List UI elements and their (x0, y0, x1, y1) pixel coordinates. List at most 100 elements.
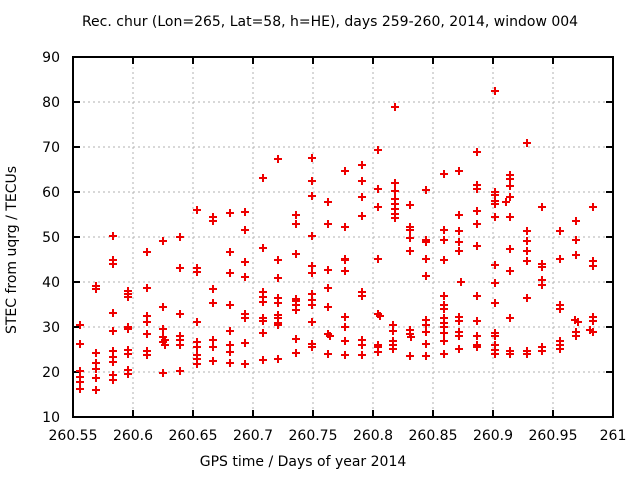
data-point (391, 179, 399, 187)
data-point (506, 193, 514, 201)
data-point (374, 146, 382, 154)
data-point (455, 211, 463, 219)
data-point (358, 177, 366, 185)
data-point (538, 203, 546, 211)
data-point (455, 345, 463, 353)
x-tick-label: 260.95 (529, 428, 578, 444)
data-point (308, 262, 316, 270)
data-point (209, 357, 217, 365)
data-point (324, 198, 332, 206)
data-point (473, 148, 481, 156)
x-tick-label: 260.8 (353, 428, 393, 444)
data-point (440, 170, 448, 178)
data-point (308, 154, 316, 162)
data-point (124, 325, 132, 333)
data-point (341, 351, 349, 359)
data-point (209, 299, 217, 307)
data-point (143, 284, 151, 292)
data-point (193, 360, 201, 368)
data-point (324, 350, 332, 358)
data-point (259, 329, 267, 337)
data-point (308, 318, 316, 326)
data-point (440, 350, 448, 358)
data-point (259, 244, 267, 252)
data-point (76, 378, 84, 386)
data-point (324, 284, 332, 292)
data-point (391, 214, 399, 222)
data-point (274, 274, 282, 282)
data-point (406, 201, 414, 209)
data-point (241, 208, 249, 216)
data-point (523, 247, 531, 255)
data-point (491, 200, 499, 208)
data-point (292, 220, 300, 228)
data-point (259, 298, 267, 306)
y-tick-label: 60 (42, 185, 60, 201)
y-tick-label: 80 (42, 95, 60, 111)
data-point (209, 217, 217, 225)
data-point (538, 347, 546, 355)
data-point (589, 328, 597, 336)
data-point (92, 285, 100, 293)
data-point (308, 301, 316, 309)
data-point (292, 306, 300, 314)
data-point (556, 305, 564, 313)
data-point (341, 223, 349, 231)
data-point (440, 256, 448, 264)
data-point (556, 345, 564, 353)
data-point (389, 327, 397, 335)
data-point (143, 248, 151, 256)
data-point (422, 321, 430, 329)
data-point (193, 343, 201, 351)
data-point (422, 238, 430, 246)
data-point (358, 212, 366, 220)
data-point (374, 255, 382, 263)
data-point (226, 301, 234, 309)
x-tick-label: 261 (600, 428, 627, 444)
x-tick-label: 260.6 (113, 428, 153, 444)
data-point (523, 257, 531, 265)
data-point (572, 217, 580, 225)
data-point (143, 330, 151, 338)
data-point (274, 256, 282, 264)
data-point (455, 247, 463, 255)
data-point (440, 292, 448, 300)
data-point (292, 335, 300, 343)
data-point (241, 314, 249, 322)
data-point (358, 292, 366, 300)
data-point (308, 343, 316, 351)
data-point (491, 299, 499, 307)
data-point (473, 207, 481, 215)
data-point (159, 303, 167, 311)
y-tick-label: 10 (42, 410, 60, 426)
y-tick-label: 30 (42, 320, 60, 336)
data-point (589, 317, 597, 325)
data-point (407, 333, 415, 341)
data-point (572, 251, 580, 259)
data-point (193, 318, 201, 326)
data-point (176, 233, 184, 241)
data-point (341, 256, 349, 264)
data-point (109, 260, 117, 268)
data-point (422, 340, 430, 348)
data-point (109, 358, 117, 366)
data-point (274, 155, 282, 163)
y-tick-label: 90 (42, 50, 60, 66)
data-point (556, 255, 564, 263)
data-point (358, 341, 366, 349)
data-point (159, 237, 167, 245)
data-point (341, 267, 349, 275)
y-tick-label: 20 (42, 365, 60, 381)
data-point (176, 310, 184, 318)
data-point (92, 365, 100, 373)
data-point (341, 323, 349, 331)
data-point (574, 318, 582, 326)
data-point (523, 227, 531, 235)
data-point (308, 269, 316, 277)
data-point (226, 341, 234, 349)
data-point (226, 327, 234, 335)
data-point (226, 269, 234, 277)
data-point (341, 313, 349, 321)
chart-title: Rec. chur (Lon=265, Lat=58, h=HE), days … (81, 14, 579, 30)
data-point (491, 213, 499, 221)
